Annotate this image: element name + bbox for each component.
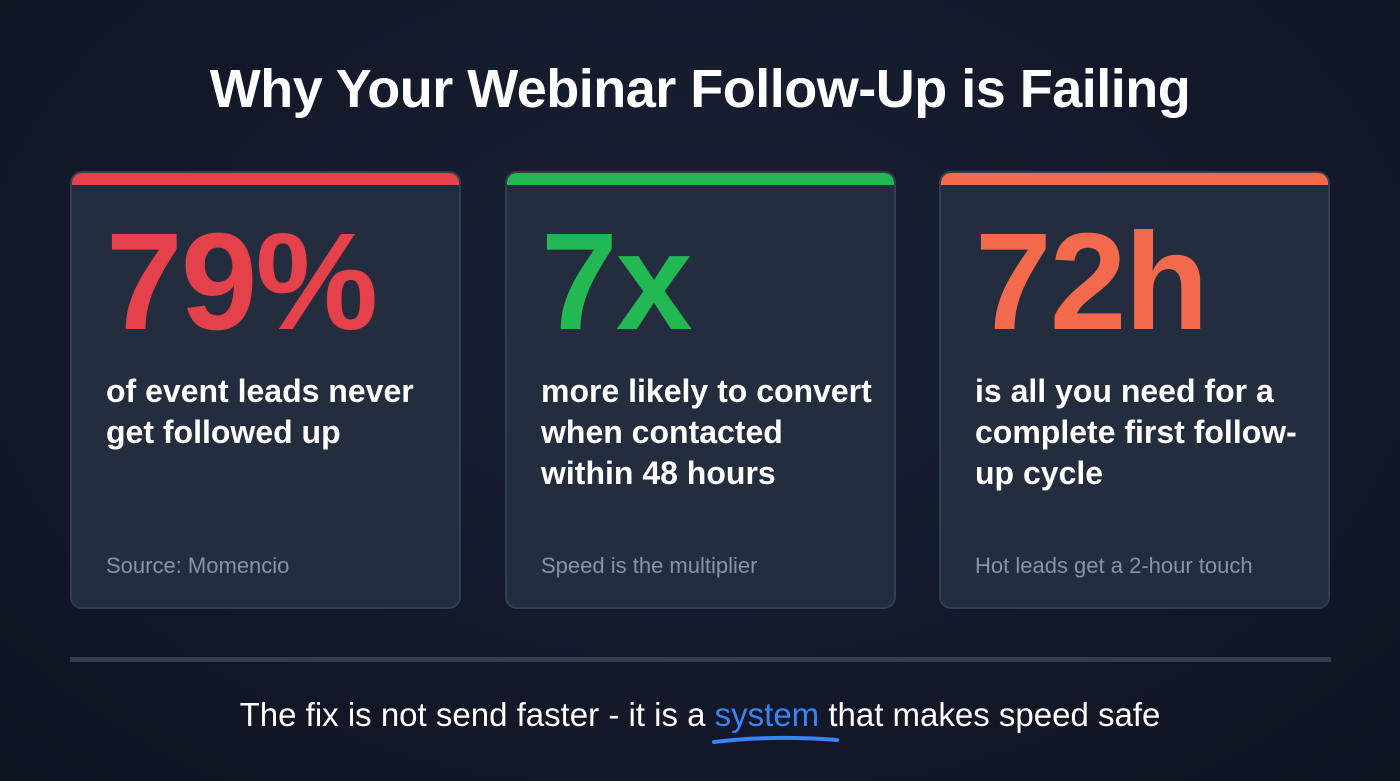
footer-text-before: The fix is not send faster - it is a [239,696,715,733]
stat-card-cycle: 72h is all you need for a complete first… [939,171,1330,609]
stat-card-conversion: 7x more likely to convert when contacted… [505,171,896,609]
accent-bar [507,173,894,185]
footer-highlight: system [711,696,839,744]
highlight-word: system [714,696,820,733]
page-title: Why Your Webinar Follow-Up is Failing [209,59,1191,119]
stat-note: Speed is the multiplier [541,553,758,578]
stat-value: 72h [975,205,1209,359]
stat-value: 7x [541,205,692,359]
stat-description: more likely to convert when contacted wi… [541,373,872,491]
stat-description: of event leads never get followed up [106,373,414,450]
accent-bar [72,173,459,185]
divider [70,657,1331,662]
stat-note: Hot leads get a 2-hour touch [975,553,1253,578]
underline-swoosh [711,735,839,744]
accent-bar [941,173,1328,185]
footer-text-after: that makes speed safe [819,696,1161,733]
stat-note: Source: Momencio [106,553,290,578]
footer-tagline: The fix is not send faster - it is a sys… [0,696,1400,744]
stat-card-leads: 79% of event leads never get followed up… [70,171,461,609]
stat-description: is all you need for a complete first fol… [975,373,1297,491]
stat-value: 79% [106,205,378,359]
